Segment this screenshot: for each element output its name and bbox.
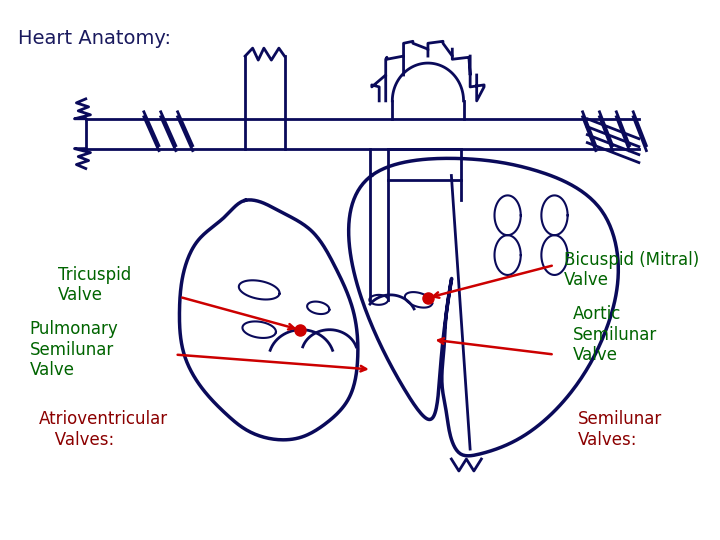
Text: Aortic
Semilunar
Valve: Aortic Semilunar Valve bbox=[573, 305, 657, 364]
Text: Heart Anatomy:: Heart Anatomy: bbox=[18, 29, 171, 48]
Text: Pulmonary
Semilunar
Valve: Pulmonary Semilunar Valve bbox=[30, 320, 118, 380]
Text: Atrioventricular
   Valves:: Atrioventricular Valves: bbox=[39, 410, 168, 449]
Text: Semilunar
Valves:: Semilunar Valves: bbox=[578, 410, 662, 449]
Text: Tricuspid
Valve: Tricuspid Valve bbox=[58, 266, 131, 305]
Text: Bicuspid (Mitral)
Valve: Bicuspid (Mitral) Valve bbox=[564, 251, 699, 289]
